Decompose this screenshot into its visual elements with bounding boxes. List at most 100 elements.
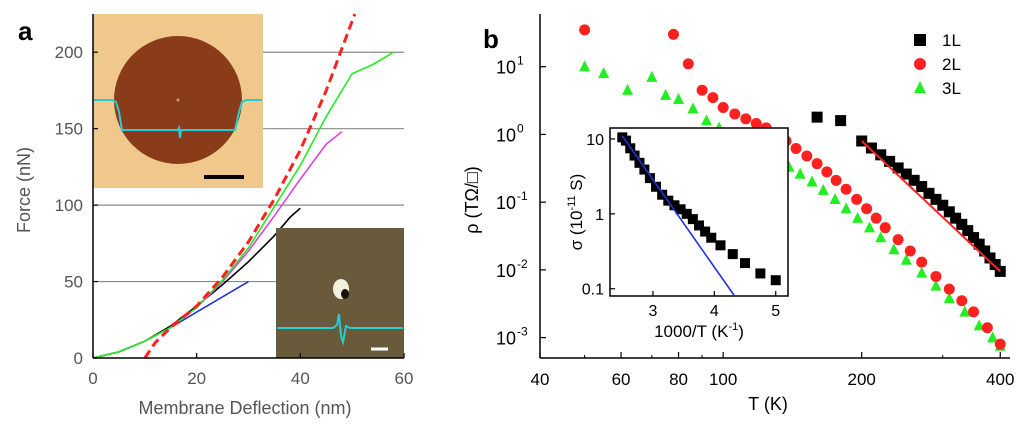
y-tick-exponent: 1	[517, 54, 524, 68]
3L-point	[840, 202, 852, 214]
1L-point	[835, 115, 847, 127]
inset-point	[675, 204, 686, 215]
3L-point	[700, 114, 712, 126]
3L-point	[900, 253, 912, 265]
2L-point	[811, 158, 823, 170]
x-tick-label: 40	[531, 370, 550, 389]
panel-a-label: a	[18, 16, 33, 46]
2L-point	[682, 58, 694, 70]
inset-point	[694, 220, 704, 231]
1L-point	[950, 212, 962, 224]
x-tick-label: 80	[669, 370, 688, 389]
y-tick-exponent: 0	[517, 121, 524, 135]
2L-point	[994, 338, 1006, 350]
2L-point	[840, 183, 852, 195]
1L-point	[875, 149, 887, 161]
inset-y-tick-label: 10	[586, 132, 604, 149]
y-tick-exponent: -3	[517, 325, 528, 339]
legend-3L-label: 3L	[942, 79, 961, 98]
y-tick-exponent: -1	[517, 189, 528, 203]
3L-point	[817, 183, 829, 195]
panel-a-y-axis-label: Force (nN)	[14, 147, 34, 233]
2L-point	[930, 270, 942, 282]
inset-point	[755, 268, 766, 279]
3L-point	[794, 167, 806, 179]
x-tick-label: 0	[88, 369, 97, 388]
y-tick-label: 0	[74, 349, 83, 368]
1L-point	[923, 187, 935, 199]
2L-point	[892, 234, 904, 246]
inset-point	[770, 275, 781, 286]
3L-point	[598, 66, 610, 78]
legend-1L-marker	[914, 34, 926, 46]
2L-point	[916, 256, 928, 268]
x-tick-label: 20	[187, 369, 206, 388]
conductance-inset-frame	[609, 127, 789, 297]
1L-point	[962, 225, 974, 237]
3L-point	[864, 221, 876, 233]
1L-point	[984, 252, 996, 264]
1L-point	[989, 259, 1001, 271]
2L-point	[740, 113, 752, 125]
panel-b-series	[579, 24, 1006, 351]
y-tick-exponent: -2	[517, 257, 528, 271]
panel-b-label: b	[483, 24, 499, 54]
conductance-inset-series	[617, 132, 781, 297]
x-tick-label: 200	[848, 370, 876, 389]
inset-point	[740, 258, 751, 269]
3L-point	[987, 331, 999, 343]
conductance-inset-y-label: σ (10-11 S)	[566, 174, 586, 251]
1L-point	[937, 199, 949, 211]
inset-point	[639, 164, 650, 175]
x-tick-label: 60	[612, 370, 631, 389]
x-tick-label: 40	[291, 369, 310, 388]
afm-indent-profile	[277, 313, 403, 346]
panel-b-legend: 1L 2L 3L	[914, 31, 961, 98]
2L-point	[707, 92, 719, 104]
1L-fit-line	[861, 140, 1001, 273]
3L-point	[930, 279, 942, 291]
x-tick-label: 100	[709, 370, 737, 389]
2L-point	[904, 245, 916, 257]
2L-point	[667, 28, 679, 40]
y-tick-label: 10	[496, 58, 516, 78]
inset-point	[681, 208, 692, 219]
legend-2L-label: 2L	[942, 55, 961, 74]
3L-point	[660, 88, 672, 100]
afm-membrane-center-spot	[176, 98, 180, 102]
2L-point	[851, 193, 863, 205]
2L-point	[943, 283, 955, 295]
x-tick-label: 400	[986, 370, 1014, 389]
y-tick-label: 10	[496, 329, 516, 349]
x-tick-label: 60	[395, 369, 414, 388]
panel-b-y-axis-label: ρ (TΩ/□)	[462, 166, 482, 234]
3L-point	[888, 243, 900, 255]
2L-point	[801, 150, 813, 162]
legend-2L-marker	[914, 58, 926, 70]
3L-point	[806, 175, 818, 187]
inset-point	[669, 200, 680, 211]
1L-point	[900, 168, 912, 180]
2L-point	[968, 306, 980, 318]
3L-point	[646, 70, 658, 82]
inset-point	[644, 173, 655, 184]
inset-point	[727, 249, 738, 260]
conductance-inset-ticks: 3 4 5 0.1 1 10	[582, 132, 781, 320]
1L-point	[892, 162, 904, 174]
3L-point	[622, 83, 634, 95]
2L-point	[879, 222, 891, 234]
legend-1L-label: 1L	[942, 31, 961, 50]
1L-point	[811, 111, 823, 123]
1L-point	[865, 142, 877, 154]
conductance-inset: 3 4 5 0.1 1 10 1000/T (K-1) σ (10-11 S)	[566, 127, 789, 341]
panel-a: a 0 20 40 60 0 50 100 150 200 Membrane Deflectio…	[14, 13, 414, 418]
y-tick-label: 200	[55, 43, 83, 62]
force-curve-1	[92, 280, 249, 359]
conductance-inset-x-label: 1000/T (K-1)	[654, 321, 744, 341]
3L-point	[959, 305, 971, 317]
afm-indent-inset	[276, 228, 404, 358]
2L-point	[861, 203, 873, 215]
